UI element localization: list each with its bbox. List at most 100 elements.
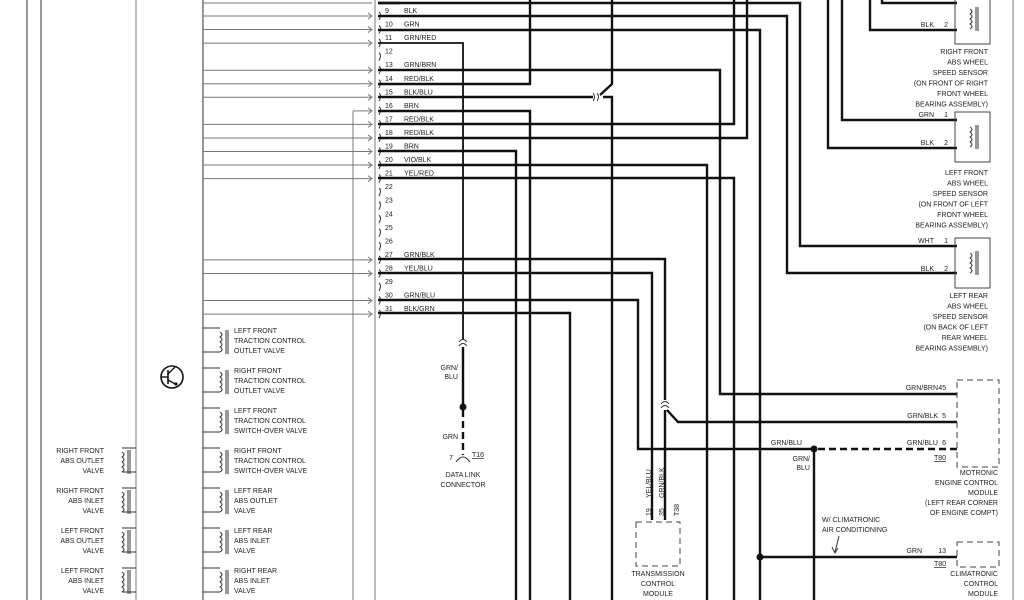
valve-label: VALVE — [82, 508, 104, 515]
coil-icon — [219, 571, 223, 593]
pin-number: 13 — [938, 548, 946, 555]
wire-color-label: GRN/BLU — [404, 293, 435, 300]
wire-label: GRN/BLK — [907, 413, 938, 420]
harness-wire — [203, 161, 373, 169]
transistor-icon — [160, 365, 184, 389]
harness-wire — [203, 270, 373, 277]
wire-pin-19 — [378, 149, 518, 600]
valve-label: RIGHT FRONT — [56, 448, 104, 455]
wire-label: GRN/BLU — [771, 440, 802, 447]
wire-pin-16 — [378, 109, 532, 600]
connector-pin-23: 23 — [378, 198, 393, 210]
connector-pin-28: 28 YEL/BLU — [203, 265, 433, 278]
wire-color-label: BLK/BLU — [404, 89, 433, 96]
connector-id: T80 — [934, 455, 946, 462]
coil-icon — [121, 531, 125, 553]
wire-pin-11 — [378, 42, 464, 340]
sensor-right-front: BLK 2 RIGHT FRONT ABS WHEEL SPEED SENSOR (ON … — [914, 0, 991, 109]
component-label: MODULE — [643, 591, 673, 598]
connector-pin-13: 13 GRN/BRN — [203, 62, 436, 75]
pin-number: 11 — [385, 35, 392, 42]
connector-pin-20: 20 VIO/BLK — [203, 157, 432, 170]
coil-core-icon — [225, 330, 229, 354]
valve-label: RIGHT FRONT — [234, 448, 282, 455]
valve-label: SWITCH-OVER VALVE — [234, 428, 308, 435]
valve-right: LEFT REAR ABS OUTLET VALVE — [203, 487, 278, 515]
pin-number: 35 — [659, 508, 666, 516]
component-label: MODULE — [968, 490, 998, 497]
data-link-connector: GRN/ BLU GRN 7 T16 DATA LINK CONNECTOR — [441, 365, 486, 489]
sensor-label: BEARING ASSEMBLY) — [915, 346, 988, 353]
wire-label: GRN/ — [441, 365, 459, 372]
pin-terminal-icon — [378, 187, 381, 197]
coil-core-icon — [127, 450, 131, 474]
coil-icon — [969, 252, 973, 274]
connector-pin-16: 16 BRN — [353, 103, 419, 116]
connector-pin-18: 18 RED/BLK — [203, 130, 434, 143]
pin-number: 26 — [385, 238, 393, 245]
wire-pin-27 — [378, 257, 957, 520]
sensor-label: BEARING ASSEMBLY) — [915, 223, 988, 230]
wire-color-label: BLK — [404, 8, 418, 15]
wire-pin-15 — [378, 0, 614, 600]
valve-label: LEFT FRONT — [61, 528, 105, 535]
component-label: CONTROL — [641, 581, 675, 588]
valve-label: VALVE — [82, 588, 104, 595]
pin-number: 24 — [385, 211, 393, 218]
solenoid-valves: RIGHT FRONT ABS OUTLET VALVE RIGHT FRONT ABS… — [56, 327, 308, 595]
harness-wire — [203, 134, 373, 142]
pin-number: 15 — [385, 89, 393, 96]
component-label: CONNECTOR — [441, 482, 486, 489]
pin-number: 7 — [449, 455, 453, 462]
connector-pin-29: 29 — [378, 279, 393, 292]
valve-label: VALVE — [234, 548, 256, 555]
wire-pin-17 — [378, 0, 736, 126]
harness-wire — [203, 175, 373, 182]
pin-number: 28 — [385, 265, 393, 272]
pin-terminal-icon — [378, 241, 381, 251]
coil-core-icon — [127, 570, 131, 594]
valve-left: RIGHT FRONT ABS OUTLET VALVE — [56, 447, 136, 475]
sensor-left-rear: WHT 1 BLK 2 LEFT REAR ABS WHEEL SPEED SENSOR (O… — [915, 237, 991, 353]
coil-core-icon — [127, 530, 131, 554]
pin-number: 19 — [646, 508, 653, 516]
coil-core-icon — [127, 490, 131, 514]
wire-pin-18 — [378, 0, 749, 140]
wire-color-label: RED/BLK — [404, 76, 434, 83]
valve-label: ABS INLET — [68, 498, 105, 505]
valve-label: VALVE — [234, 588, 256, 595]
wire-label: GRN/BLU — [907, 440, 938, 447]
wire-pin-9 — [378, 14, 957, 275]
harness-wire — [203, 26, 373, 33]
climatronic-control-module: W/ CLIMATRONIC AIR CONDITIONING GRN 13 T… — [822, 517, 1000, 598]
harness-wire — [203, 93, 373, 101]
wire-label: YEL/BLU — [646, 469, 653, 498]
transmission-control-module: YEL/BLU GRN/BLK 19 35 T38 TRANSMISSION C… — [631, 467, 684, 598]
wire-color-label: BLK/GRN — [404, 306, 435, 313]
valve-label: ABS INLET — [68, 578, 105, 585]
connector-pin-22: 22 — [378, 184, 393, 197]
arrow-icon — [831, 535, 840, 555]
sensor-label: RIGHT FRONT — [940, 49, 988, 56]
connector-pin-26: 26 — [378, 238, 393, 251]
connector-pin-icon — [455, 456, 471, 463]
connector-pin-25: 25 — [378, 225, 393, 238]
harness-wire — [203, 66, 373, 74]
wire-color-label: BRN — [404, 103, 419, 110]
sensor-label: (ON FRONT OF LEFT — [919, 202, 989, 209]
connector-pin-10: 10 GRN — [203, 22, 420, 34]
inline-connector-icon — [660, 401, 670, 409]
valve-label: LEFT FRONT — [234, 408, 278, 415]
component-label: CLIMATRONIC — [950, 571, 998, 578]
valve-label: TRACTION CONTROL — [234, 378, 306, 385]
valve-label: TRACTION CONTROL — [234, 458, 306, 465]
coil-icon — [121, 491, 125, 513]
valve-right: LEFT REAR ABS INLET VALVE — [203, 527, 272, 555]
wire-label: BLK — [921, 140, 935, 147]
valve-left: LEFT FRONT ABS OUTLET VALVE — [60, 527, 136, 555]
wire-lf-grn — [840, 0, 957, 122]
wire-lf-blk — [826, 0, 957, 150]
valve-label: VALVE — [82, 468, 104, 475]
wire-label: GRN/BRN — [906, 385, 938, 392]
